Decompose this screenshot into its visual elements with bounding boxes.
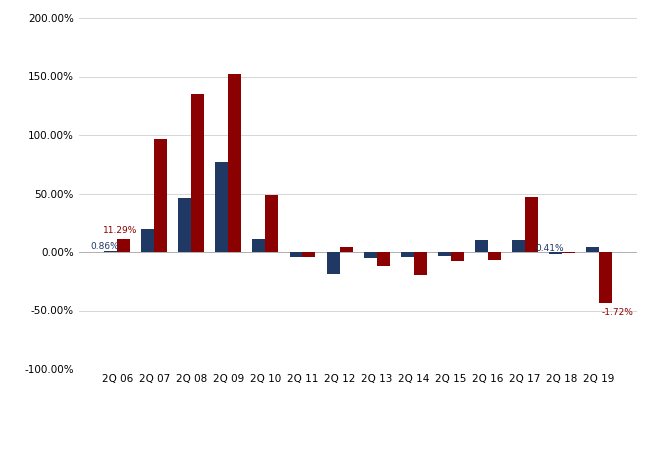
Bar [599, 252, 612, 303]
Bar [265, 195, 279, 252]
Bar [525, 197, 538, 252]
Bar [438, 252, 451, 256]
Bar [549, 252, 562, 254]
Bar [178, 198, 191, 252]
Text: -1.72%: -1.72% [602, 308, 633, 317]
Bar [215, 162, 229, 252]
Bar [512, 240, 525, 252]
Bar [401, 252, 414, 256]
Bar [117, 239, 130, 252]
Bar [229, 74, 241, 252]
Bar [340, 248, 353, 252]
Bar [376, 252, 390, 266]
Bar [327, 252, 340, 274]
Bar [562, 252, 575, 253]
Bar [290, 252, 302, 256]
Bar [302, 252, 315, 256]
Bar [487, 252, 501, 260]
Bar [154, 139, 168, 252]
Text: 0.41%: 0.41% [535, 244, 564, 253]
Bar [363, 252, 376, 258]
Bar [104, 251, 117, 252]
Text: 11.29%: 11.29% [103, 226, 138, 235]
Bar [586, 248, 599, 252]
Bar [475, 240, 487, 252]
Bar [252, 239, 265, 252]
Bar [141, 229, 154, 252]
Bar [414, 252, 426, 275]
Text: 0.86%: 0.86% [90, 242, 119, 251]
Bar [451, 252, 464, 261]
Bar [191, 94, 204, 252]
